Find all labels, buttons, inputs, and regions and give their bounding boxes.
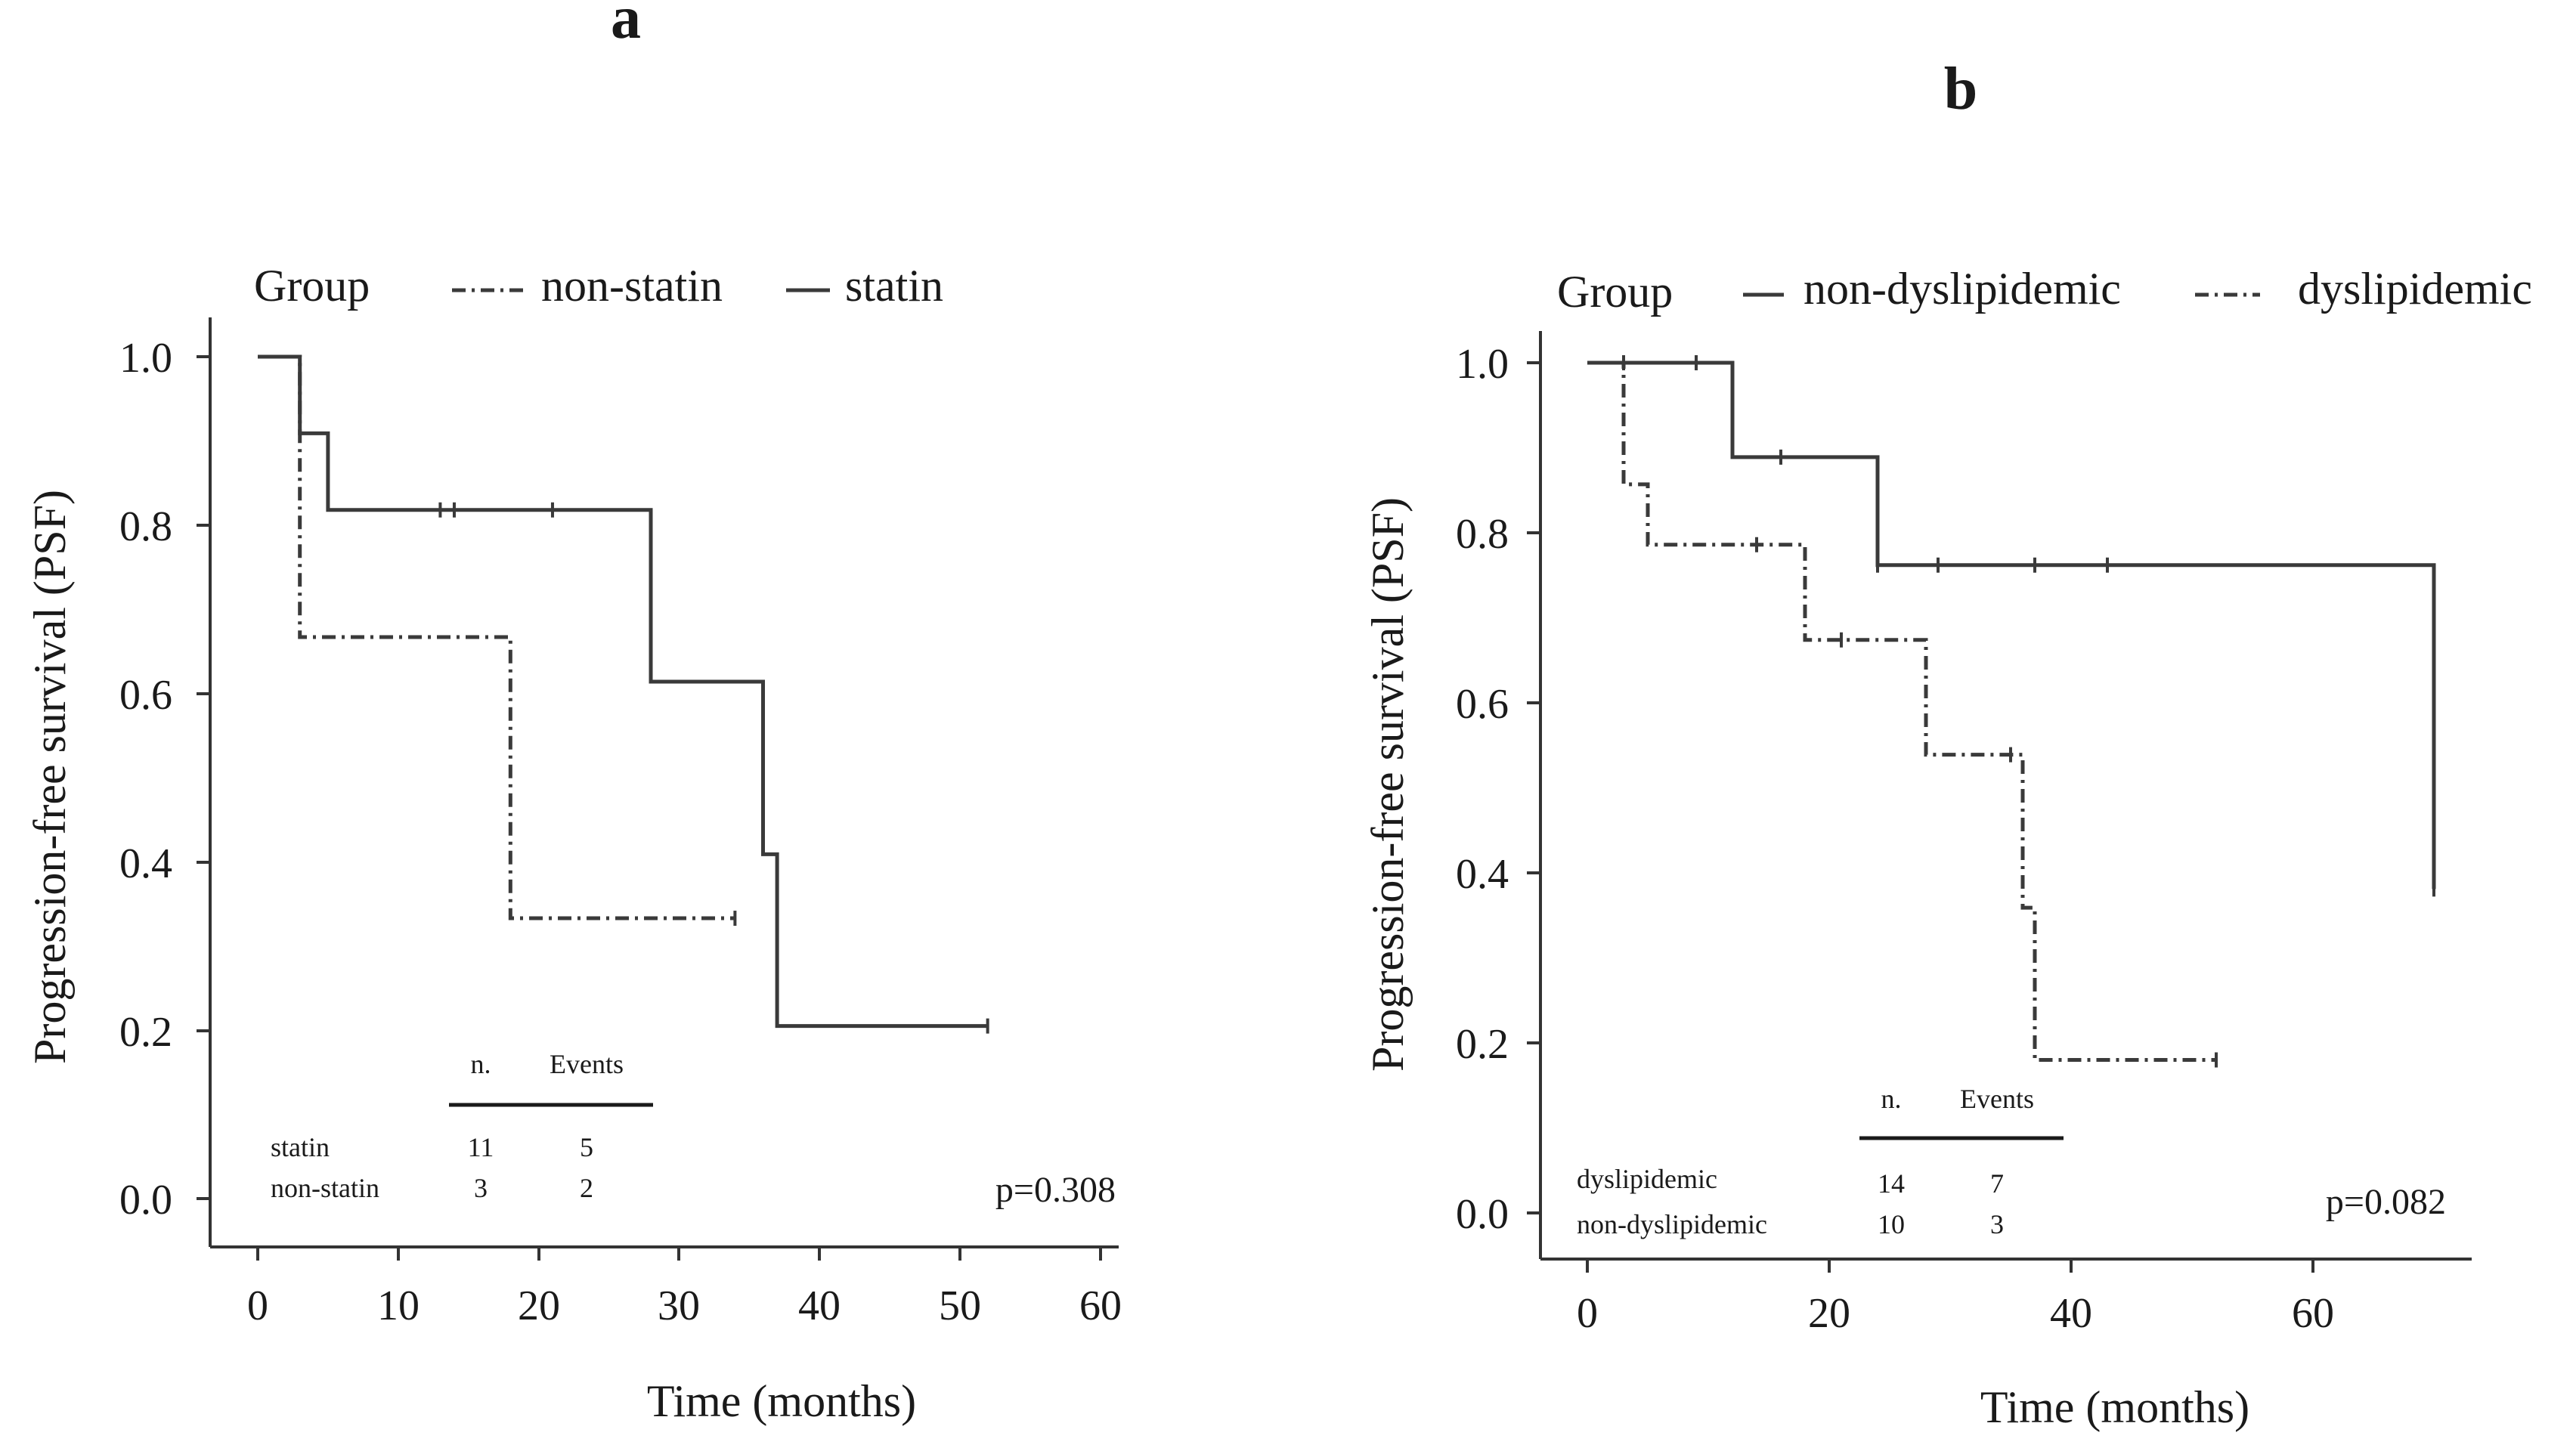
panel-a-curve-statin bbox=[258, 354, 988, 1029]
panel-a-y-tick-label-2: 0.4 bbox=[119, 840, 172, 887]
panel-b-x-axis-label: Time (months) bbox=[1980, 1382, 2249, 1432]
panel-b-table-row-1-group: non-dyslipidemic bbox=[1577, 1209, 1767, 1239]
panel-b-x-ticks: 0 20 40 60 bbox=[1577, 1259, 2334, 1337]
panel-a-risk-table: n. Events statin 11 5 non-statin 3 2 bbox=[271, 1049, 653, 1203]
panel-a-y-tick-label-5: 1.0 bbox=[119, 335, 172, 382]
panel-b-x-tick-label-2: 40 bbox=[2050, 1290, 2092, 1337]
panel-a-x-tick-label-0: 0 bbox=[247, 1282, 268, 1329]
panel-b-legend-label-dyslipidemic: dyslipidemic bbox=[2298, 264, 2532, 314]
panel-a-y-ticks: 0.0 0.2 0.4 0.6 0.8 1.0 bbox=[119, 335, 210, 1224]
panel-b-table-row-0-n: 14 bbox=[1878, 1168, 1905, 1199]
panel-a-legend-label-non-statin: non-statin bbox=[541, 261, 723, 311]
panel-b-y-tick-label-3: 0.6 bbox=[1456, 681, 1509, 728]
panel-a-x-tick-label-1: 10 bbox=[377, 1282, 420, 1329]
panel-a-legend-label-statin: statin bbox=[845, 261, 943, 311]
panel-b: b Group non-dyslipidemic dyslipidemic 0.… bbox=[1363, 56, 2532, 1432]
panel-b-table-row-1-n: 10 bbox=[1878, 1209, 1905, 1239]
panel-b-y-tick-label-4: 0.8 bbox=[1456, 511, 1509, 558]
panel-a-x-tick-label-2: 20 bbox=[518, 1282, 560, 1329]
panel-b-censor-marks bbox=[1622, 355, 2435, 1068]
panel-a-x-tick-label-3: 30 bbox=[658, 1282, 700, 1329]
panel-b-y-tick-label-5: 1.0 bbox=[1456, 341, 1509, 388]
panel-a-table-row-1-events: 2 bbox=[580, 1173, 593, 1203]
panel-b-risk-table: n. Events dyslipidemic 14 7 non-dyslipid… bbox=[1577, 1084, 2064, 1239]
panel-a-x-axis-label: Time (months) bbox=[647, 1376, 916, 1426]
panel-a-curve-non-statin bbox=[258, 354, 735, 920]
panel-a-table-row-0-group: statin bbox=[271, 1132, 330, 1162]
panel-a-table-row-1-group: non-statin bbox=[271, 1173, 379, 1203]
panel-a-legend-title: Group bbox=[254, 261, 370, 311]
panel-b-y-ticks: 0.0 0.2 0.4 0.6 0.8 1.0 bbox=[1456, 341, 1540, 1238]
panel-a-x-tick-label-5: 50 bbox=[939, 1282, 981, 1329]
panel-b-legend-label-non-dyslipidemic: non-dyslipidemic bbox=[1804, 264, 2121, 314]
panel-b-table-row-0-events: 7 bbox=[1990, 1168, 2004, 1199]
panel-b-table-header-n: n. bbox=[1881, 1084, 1902, 1114]
panel-a-table-header-events: Events bbox=[550, 1049, 624, 1079]
panel-b-p-value: p=0.082 bbox=[2326, 1182, 2446, 1222]
panel-b-y-axis-label: Progression-free survival (PSF) bbox=[1363, 497, 1413, 1072]
panel-b-y-tick-label-2: 0.4 bbox=[1456, 851, 1509, 898]
panel-b-x-tick-label-3: 60 bbox=[2292, 1290, 2334, 1337]
panel-b-curve-dyslipidemic bbox=[1587, 360, 2216, 1062]
panel-a-letter: a bbox=[611, 0, 641, 51]
panel-a-y-axis-label: Progression-free survival (PSF) bbox=[25, 490, 75, 1064]
panel-b-y-tick-label-1: 0.2 bbox=[1456, 1021, 1509, 1068]
panel-a-y-tick-label-0: 0.0 bbox=[119, 1177, 172, 1224]
panel-a-table-row-1-n: 3 bbox=[474, 1173, 488, 1203]
panel-a-legend: Group non-statin statin bbox=[254, 261, 943, 311]
panel-a-table-header-n: n. bbox=[471, 1049, 491, 1079]
panel-a-y-tick-label-1: 0.2 bbox=[119, 1009, 172, 1056]
panel-a-p-value: p=0.308 bbox=[995, 1170, 1116, 1210]
panel-b-table-row-1-events: 3 bbox=[1990, 1209, 2004, 1239]
panel-b-x-tick-label-1: 20 bbox=[1808, 1290, 1850, 1337]
panel-b-table-row-0-group: dyslipidemic bbox=[1577, 1164, 1717, 1194]
panel-a-x-ticks: 0 10 20 30 40 50 60 bbox=[247, 1247, 1122, 1329]
panel-a-y-tick-label-3: 0.6 bbox=[119, 672, 172, 719]
panel-b-legend: Group non-dyslipidemic dyslipidemic bbox=[1557, 264, 2532, 317]
panel-a-x-tick-label-4: 40 bbox=[798, 1282, 841, 1329]
panel-a-x-tick-label-6: 60 bbox=[1079, 1282, 1122, 1329]
panel-a-table-row-0-n: 11 bbox=[468, 1132, 494, 1162]
panel-b-table-header-events: Events bbox=[1960, 1084, 2034, 1114]
panel-a-censor-marks bbox=[438, 502, 989, 1034]
panel-b-legend-title: Group bbox=[1557, 267, 1673, 317]
panel-a-table-row-0-events: 5 bbox=[580, 1132, 593, 1162]
panel-a-y-tick-label-4: 0.8 bbox=[119, 503, 172, 550]
panel-b-curve-non-dyslipidemic bbox=[1587, 360, 2436, 889]
panel-a: a Group non-statin statin 0.0 0.2 0.4 0.… bbox=[25, 0, 1122, 1426]
panel-b-y-tick-label-0: 0.0 bbox=[1456, 1191, 1509, 1238]
panel-b-x-tick-label-0: 0 bbox=[1577, 1290, 1598, 1337]
panel-b-letter: b bbox=[1944, 56, 1978, 122]
